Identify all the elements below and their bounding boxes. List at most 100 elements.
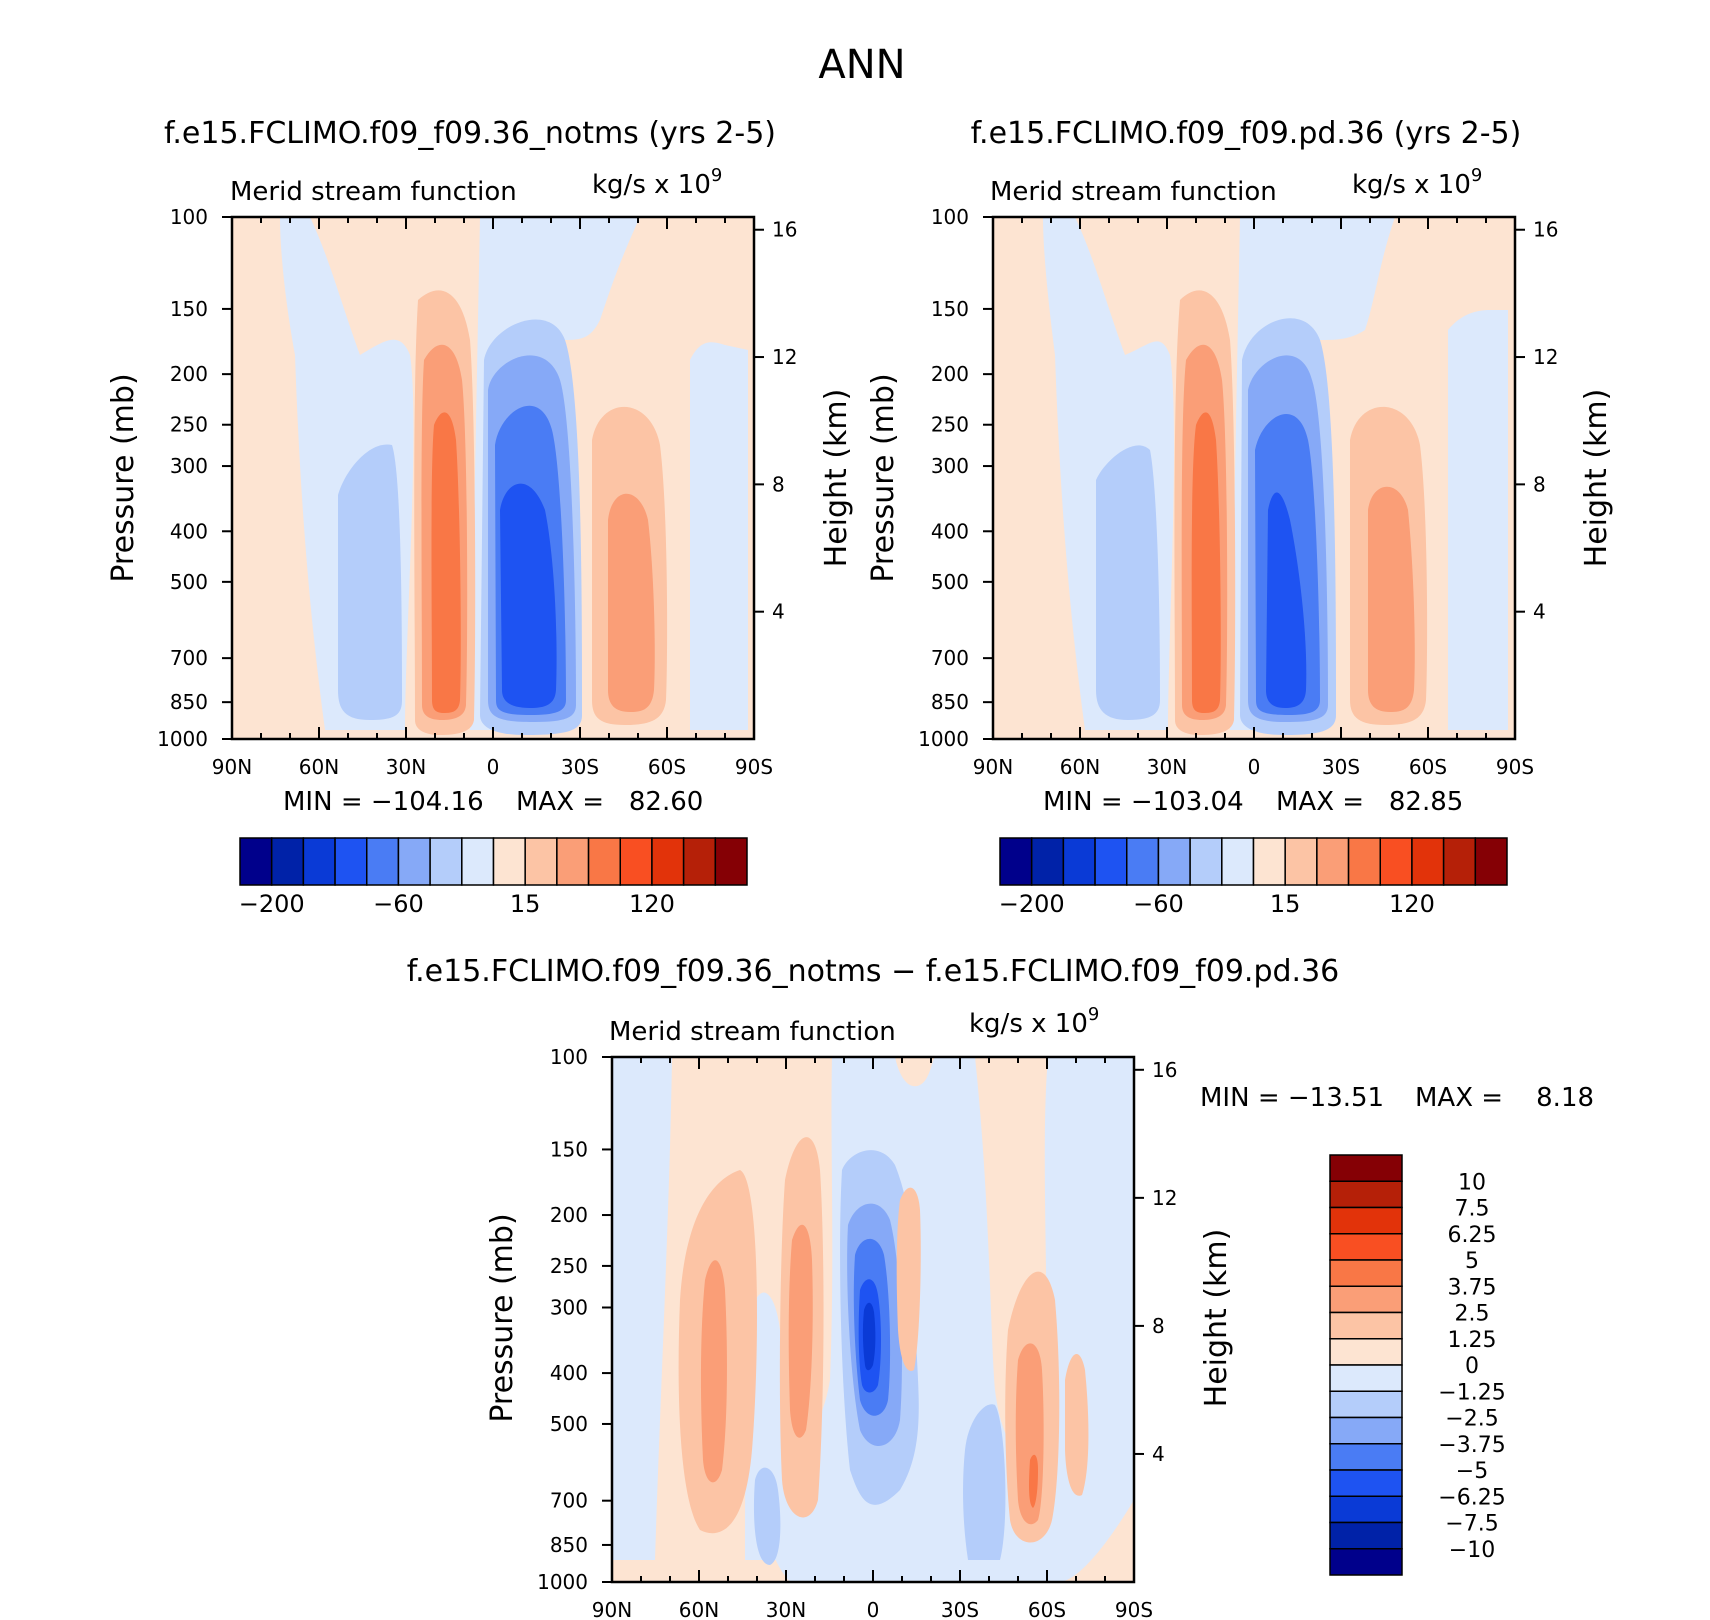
panel-1-units: kg/s x 109 xyxy=(592,165,722,200)
y-tick-label: 300 xyxy=(550,1295,588,1319)
y-tick-label: 300 xyxy=(170,454,208,478)
panel-3-units-base: kg/s x 10 xyxy=(969,1009,1088,1039)
y-tick-label: 100 xyxy=(550,1045,588,1069)
colorbar-label: 5 xyxy=(1465,1249,1479,1274)
panel-3-contour-pos-9 xyxy=(1029,1454,1038,1508)
x-tick-label: 60S xyxy=(1028,1598,1066,1620)
height-tick-label: 4 xyxy=(1533,600,1546,624)
height-tick-label: 12 xyxy=(1533,345,1558,369)
panel-1-contour-pos-5 xyxy=(608,493,655,712)
panel-1-contour-neg-4 xyxy=(338,444,402,720)
colorbar-swatch xyxy=(619,837,653,886)
panel-3-contour-neg-5 xyxy=(963,1404,1006,1560)
panel-1-colorbar: −200 −60 15 120 xyxy=(239,837,748,918)
colorbar-swatch xyxy=(1189,837,1223,886)
panel-3-units-exp: 9 xyxy=(1088,1004,1099,1025)
colorbar-swatch xyxy=(1252,837,1286,886)
x-tick-label: 90N xyxy=(592,1598,632,1620)
x-tick-label: 30N xyxy=(386,755,426,779)
panel-1-units-exp: 9 xyxy=(711,165,722,186)
colorbar-label: −6.25 xyxy=(1438,1485,1505,1510)
colorbar-swatch xyxy=(334,837,368,886)
y-tick-label: 850 xyxy=(931,690,969,714)
y-tick-label: 1000 xyxy=(537,1570,588,1594)
panel-2-max-text: MAX = 82.85 xyxy=(1276,787,1463,817)
height-tick-label: 8 xyxy=(772,472,785,496)
colorbar-swatch xyxy=(1157,837,1191,886)
colorbar-label: −1.25 xyxy=(1438,1380,1505,1405)
colorbar-swatch xyxy=(524,837,558,886)
panel-3-left-label: Merid stream function xyxy=(609,1017,896,1047)
colorbar-label: −200 xyxy=(999,890,1065,918)
colorbar-label: 6.25 xyxy=(1448,1223,1497,1248)
colorbar-label: −10 xyxy=(1449,1538,1495,1563)
colorbar-swatch xyxy=(1442,837,1477,886)
height-tick-label: 12 xyxy=(1152,1186,1177,1210)
x-tick-label: 0 xyxy=(487,755,500,779)
colorbar-swatch xyxy=(397,837,431,886)
colorbar-swatch xyxy=(429,837,463,886)
colorbar-swatch xyxy=(492,837,526,886)
panel-3: f.e15.FCLIMO.f09_f09.36_notms − f.e15.FC… xyxy=(407,954,1594,1620)
height-tick-label: 8 xyxy=(1533,472,1546,496)
panel-2-min-text: MIN = −103.04 xyxy=(1043,787,1244,817)
colorbar-label: −2.5 xyxy=(1445,1407,1498,1432)
panel-3-contour-pos-6 xyxy=(700,1260,727,1483)
x-tick-label: 30S xyxy=(1322,755,1360,779)
colorbar-swatch xyxy=(651,837,685,886)
colorbar-swatch xyxy=(1379,837,1413,886)
x-tick-label: 0 xyxy=(1248,755,1261,779)
height-tick-label: 8 xyxy=(1152,1314,1165,1338)
colorbar-swatch xyxy=(1329,1364,1403,1392)
panel-1-contour-neg-3 xyxy=(690,342,748,730)
panel-1: f.e15.FCLIMO.f09_f09.36_notms (yrs 2-5) … xyxy=(106,116,854,918)
panel-3-contour-pos-5 xyxy=(1065,1353,1089,1496)
panel-1-ylabel: Pressure (mb) xyxy=(106,373,141,582)
panel-2-units: kg/s x 109 xyxy=(1352,165,1482,200)
panel-1-y2label: Height (km) xyxy=(819,389,854,568)
x-tick-label: 30N xyxy=(766,1598,806,1620)
x-tick-label: 90S xyxy=(1496,755,1534,779)
y-tick-label: 850 xyxy=(550,1533,588,1557)
panel-2-contour-neg-3 xyxy=(1448,310,1508,730)
panel-2-contour-pos-3 xyxy=(1191,412,1221,713)
colorbar-swatch xyxy=(1329,1259,1403,1287)
x-tick-label: 60N xyxy=(299,755,339,779)
colorbar-label: −60 xyxy=(373,890,424,918)
colorbar-swatch xyxy=(1329,1443,1403,1471)
colorbar-label: −3.75 xyxy=(1438,1433,1505,1458)
colorbar-swatch xyxy=(1411,837,1445,886)
colorbar-swatch xyxy=(1221,837,1255,886)
panel-3-colorbar: 107.56.2553.752.51.250−1.25−2.5−3.75−5−6… xyxy=(1329,1154,1506,1576)
panel-2-title: f.e15.FCLIMO.f09_f09.pd.36 (yrs 2-5) xyxy=(971,116,1522,151)
x-tick-label: 60S xyxy=(1409,755,1447,779)
y-tick-label: 100 xyxy=(931,205,969,229)
colorbar-label: 2.5 xyxy=(1455,1302,1490,1327)
x-tick-label: 30S xyxy=(941,1598,979,1620)
panel-3-title: f.e15.FCLIMO.f09_f09.36_notms − f.e15.FC… xyxy=(407,954,1340,989)
colorbar-swatch xyxy=(1329,1390,1403,1419)
colorbar-swatch xyxy=(1329,1206,1403,1235)
page-title: ANN xyxy=(818,42,905,88)
colorbar-label: 1.25 xyxy=(1448,1328,1497,1353)
colorbar-swatch xyxy=(1329,1338,1403,1366)
panel-2-contour-neg-8 xyxy=(1266,492,1307,708)
y-tick-label: 400 xyxy=(550,1361,588,1385)
panel-2-left-label: Merid stream function xyxy=(990,177,1277,207)
colorbar-swatch xyxy=(270,837,305,886)
colorbar-swatch xyxy=(1329,1180,1403,1209)
panel-2: f.e15.FCLIMO.f09_f09.pd.36 (yrs 2-5) Mer… xyxy=(866,116,1614,918)
colorbar-swatch xyxy=(999,837,1033,886)
colorbar-label: 15 xyxy=(1270,890,1301,918)
panel-3-contour-neg-6 xyxy=(753,1467,781,1565)
y-tick-label: 1000 xyxy=(157,727,208,751)
x-tick-label: 90S xyxy=(735,755,773,779)
panel-3-contour-pos-4 xyxy=(896,1187,921,1371)
y-tick-label: 250 xyxy=(170,413,208,437)
colorbar-label: 120 xyxy=(629,890,675,918)
colorbar-swatch xyxy=(1126,837,1160,886)
height-tick-label: 16 xyxy=(1533,218,1558,242)
height-tick-label: 16 xyxy=(1152,1058,1177,1082)
y-tick-label: 300 xyxy=(931,454,969,478)
